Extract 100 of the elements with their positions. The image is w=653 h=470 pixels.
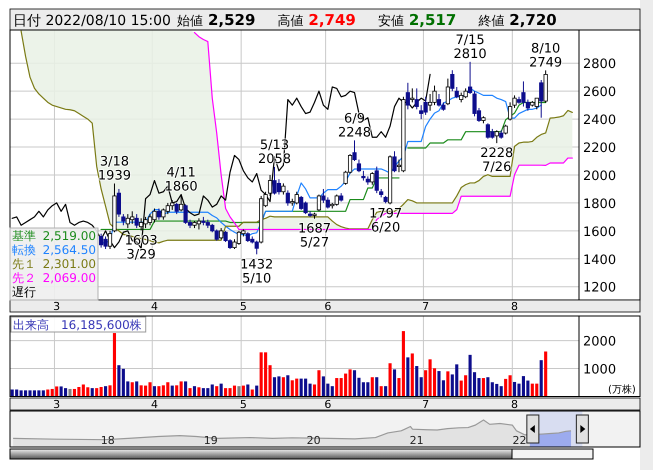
x-tick-label: 8: [511, 300, 518, 313]
candlestick: [281, 182, 286, 196]
bar: [220, 384, 223, 396]
y-tick-label: 2200: [583, 141, 616, 156]
candlestick: [472, 90, 477, 117]
candlestick: [508, 102, 512, 122]
bar: [375, 377, 378, 396]
bar: [166, 382, 170, 396]
y-tick-label: 2000: [583, 168, 616, 184]
bar: [512, 382, 516, 396]
y-tick-label: 1200: [583, 280, 616, 296]
candlestick: [268, 174, 272, 196]
bar: [384, 386, 388, 396]
bar: [170, 386, 174, 396]
x-tick-label: 8: [511, 398, 518, 411]
chart-title: 日付 2022/08/10 15:00: [13, 13, 171, 29]
candlestick: [299, 195, 304, 210]
bar: [10, 390, 14, 396]
series-label: 転換 2,564.50: [12, 243, 96, 257]
bar: [188, 388, 192, 396]
bar: [330, 386, 334, 396]
bar: [468, 354, 472, 396]
bar: [237, 386, 240, 396]
bar: [402, 331, 405, 396]
bar: [406, 357, 410, 396]
candlestick: [512, 94, 517, 108]
y-tick-label: 2800: [583, 57, 616, 72]
y-tick-label: 2600: [583, 85, 616, 100]
candlestick: [326, 196, 330, 210]
x-tick-label: 20: [306, 434, 321, 447]
x-tick-label: 3: [53, 300, 60, 313]
candlestick: [374, 166, 379, 194]
candlestick: [428, 93, 432, 112]
annotation: 4/11 1860: [164, 166, 198, 195]
bar: [282, 377, 285, 396]
bar: [504, 378, 508, 396]
text: 先２ 2,069.00: [12, 271, 96, 285]
candlestick: [196, 218, 202, 230]
text: 先１ 2,301.00: [12, 257, 96, 271]
x-tick-label: 5: [240, 398, 247, 411]
bar: [366, 382, 370, 396]
x-tick-label: 21: [410, 434, 424, 447]
x-tick-label: 4: [150, 300, 158, 313]
text: 終値 2,720: [477, 11, 557, 29]
candlestick: [148, 214, 152, 226]
bar: [392, 369, 396, 396]
bar: [415, 366, 418, 396]
candlestick: [286, 190, 290, 206]
bar: [410, 353, 414, 396]
x-tick-label: 6: [324, 300, 332, 313]
bar: [90, 388, 94, 396]
candlestick: [539, 80, 544, 118]
y-tick-label: 2400: [583, 113, 616, 128]
bar: [95, 388, 98, 396]
y-tick-label: 1800: [583, 196, 616, 212]
annotation: 7/15 2810: [454, 32, 487, 62]
bar: [260, 352, 263, 396]
bar: [446, 371, 450, 396]
candlestick: [139, 218, 144, 231]
candlestick: [143, 216, 148, 229]
bar: [224, 388, 228, 396]
bar: [286, 375, 290, 396]
bar: [232, 386, 236, 396]
y-tick-label: 1400: [583, 252, 616, 268]
bar: [300, 378, 303, 396]
candlestick: [392, 150, 397, 173]
annotation: 2228 7/26: [480, 146, 514, 176]
candlestick: [454, 86, 459, 99]
annotation: 1432 5/10: [240, 257, 274, 286]
annotation: 8/10 2749: [529, 41, 562, 70]
bar: [192, 386, 196, 396]
candlestick: [361, 170, 366, 182]
candlestick: [521, 80, 526, 108]
candlestick: [134, 214, 139, 229]
candlestick: [174, 202, 179, 215]
candlestick: [156, 208, 162, 220]
y-tick-label: 1600: [583, 224, 616, 240]
text: 高値 2,749: [277, 11, 356, 29]
x-tick-label: 4: [150, 398, 158, 411]
candlestick: [272, 166, 277, 196]
x-tick-label: 7: [422, 398, 430, 411]
bar: [130, 382, 134, 396]
bar: [540, 360, 543, 396]
candlestick: [410, 88, 414, 103]
x-tick-label: 3: [53, 398, 60, 411]
bar: [255, 386, 258, 396]
bar: [152, 386, 156, 396]
bar: [148, 382, 152, 396]
bar: [210, 384, 214, 396]
bar: [277, 376, 280, 396]
bar: [246, 384, 250, 396]
text: 遅行: [12, 285, 36, 299]
bar: [250, 390, 254, 396]
candlestick: [436, 93, 442, 108]
x-tick-label: 5: [240, 300, 247, 313]
annotation: 3/18 1939: [98, 154, 132, 184]
bar: [140, 385, 143, 396]
candlestick: [236, 230, 242, 246]
bar: [112, 333, 116, 396]
candlestick: [99, 233, 104, 248]
